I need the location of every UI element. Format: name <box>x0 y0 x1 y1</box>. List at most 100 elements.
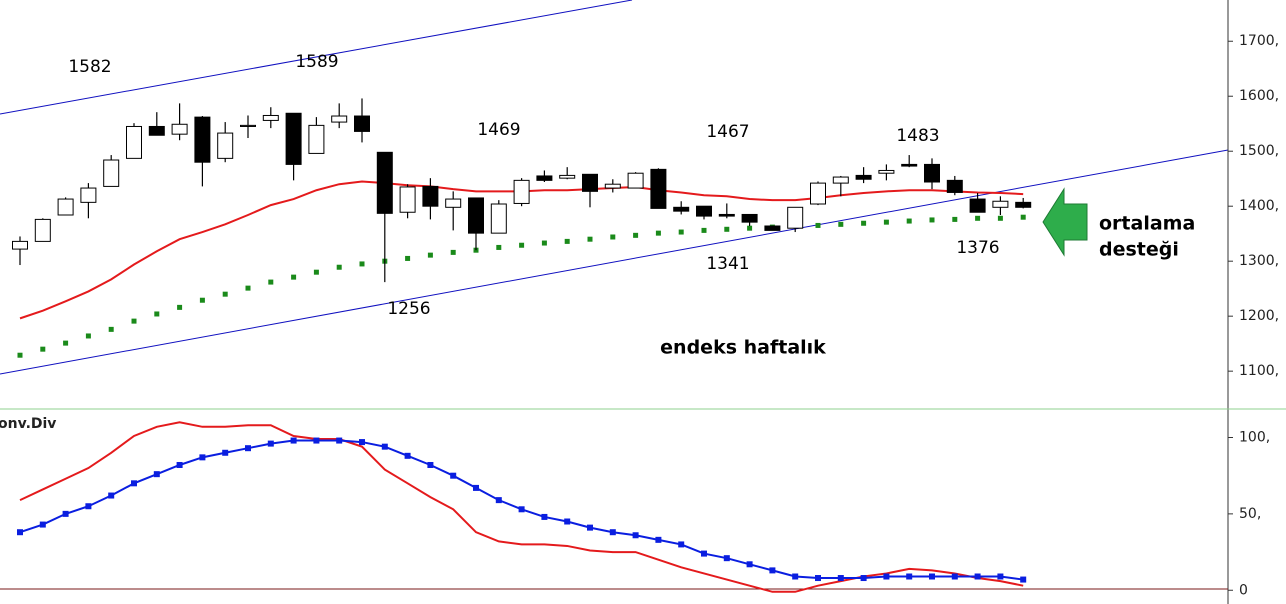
marks <box>12 40 1233 593</box>
indicator-marker <box>290 437 297 444</box>
annotation: 1341 <box>706 254 749 274</box>
indicator-marker <box>564 518 571 525</box>
indicator-marker <box>1020 576 1027 583</box>
indicator-marker <box>701 550 707 557</box>
candle-body <box>490 203 507 234</box>
candle-body <box>308 124 325 154</box>
candle-body <box>787 206 804 229</box>
indicator-marker <box>17 529 23 536</box>
y-tick-label: 1500, <box>1239 143 1279 159</box>
candle-body <box>718 213 735 217</box>
support-dot <box>245 285 251 291</box>
indicator-marker <box>495 497 502 504</box>
support-dot <box>724 226 730 232</box>
y-tick-label: 0 <box>1239 582 1248 598</box>
support-dot <box>519 242 525 248</box>
support-dot <box>85 333 91 339</box>
candle-body <box>148 125 165 136</box>
candle-body <box>582 173 598 192</box>
support-dot <box>1020 214 1026 220</box>
candle-body <box>34 218 51 242</box>
candle-body <box>650 168 667 209</box>
support-dot <box>427 252 433 258</box>
indicator-marker <box>837 575 844 582</box>
support-dot <box>108 326 114 332</box>
support-dot <box>336 264 342 270</box>
support-dot <box>40 346 46 352</box>
support-dot <box>564 238 570 244</box>
support-dot <box>906 218 912 224</box>
indicator-marker <box>632 532 639 539</box>
indicator-marker <box>815 575 821 582</box>
candle-body <box>992 200 1009 208</box>
y-tick-label: 1100, <box>1239 363 1279 379</box>
indicator-marker <box>336 437 343 444</box>
support-dot <box>861 220 867 226</box>
candle-body <box>901 163 918 167</box>
support-dot <box>975 215 981 221</box>
candle-body <box>513 179 530 204</box>
candle-body <box>422 185 439 207</box>
trend-line-upper <box>0 0 633 115</box>
candle-body <box>969 198 986 213</box>
candle-body <box>103 159 120 187</box>
support-dot <box>359 261 365 267</box>
support-dot <box>496 244 502 250</box>
indicator-marker <box>313 437 320 444</box>
candle-body <box>126 125 142 159</box>
candle-body <box>946 179 963 193</box>
support-arrow <box>1042 187 1088 257</box>
candle-body <box>80 187 97 203</box>
indicator-marker <box>997 573 1004 580</box>
candle-body <box>741 213 758 223</box>
indicator-marker <box>427 461 434 468</box>
candle-body <box>331 115 348 123</box>
indicator-marker <box>381 443 388 450</box>
candle-body <box>832 176 849 184</box>
y-tick-label: 100, <box>1239 429 1270 445</box>
annotation: 1483 <box>896 126 939 146</box>
candle-body <box>376 151 393 214</box>
candle-body <box>262 114 279 121</box>
annotation: 1467 <box>706 122 749 142</box>
candle-body <box>924 163 940 183</box>
support-dot <box>450 249 456 255</box>
indicator-marker <box>974 573 981 580</box>
candle-body <box>445 198 462 208</box>
indicator-marker <box>860 575 867 582</box>
support-dot <box>291 274 297 280</box>
support-dot <box>997 215 1003 221</box>
candle-body <box>57 198 74 216</box>
indicator-marker <box>746 561 753 568</box>
support-dot <box>655 230 661 236</box>
indicator-marker <box>883 573 890 580</box>
y-tick-label: 1200, <box>1239 308 1279 324</box>
support-dot <box>747 225 753 231</box>
candle-body <box>354 115 370 132</box>
indicator-marker <box>131 480 137 487</box>
indicator-marker <box>108 492 115 499</box>
indicator-marker <box>769 567 776 574</box>
support-dot <box>313 269 319 275</box>
support-dot <box>541 240 547 246</box>
support-dot <box>131 318 137 324</box>
y-tick-label: 1300, <box>1239 253 1279 269</box>
candle-body <box>764 225 781 231</box>
indicator-marker <box>245 445 251 452</box>
indicator-marker <box>473 484 479 491</box>
support-dot <box>587 236 593 242</box>
annotation: 1376 <box>956 238 999 258</box>
annotation: 1582 <box>68 57 111 77</box>
candle-body <box>468 197 484 234</box>
candle-body <box>240 124 256 127</box>
indicator-marker <box>222 449 229 456</box>
support-dot <box>268 279 274 285</box>
annotation: 1256 <box>387 299 430 319</box>
candle-body <box>536 175 553 181</box>
indicator-marker <box>723 555 730 562</box>
candle-body <box>194 116 211 163</box>
support-dot <box>199 297 205 303</box>
indicator-marker <box>39 521 46 528</box>
annotation: ortalama <box>1099 213 1195 235</box>
